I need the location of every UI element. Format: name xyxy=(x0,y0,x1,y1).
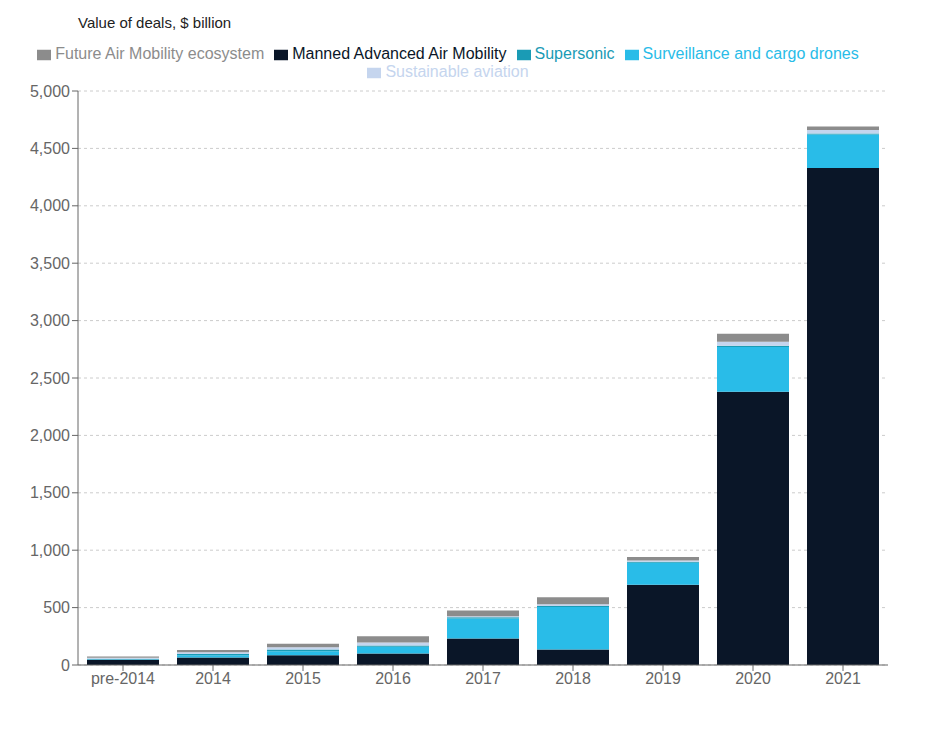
svg-text:1,500: 1,500 xyxy=(30,484,70,501)
svg-text:2018: 2018 xyxy=(555,670,591,687)
svg-text:2015: 2015 xyxy=(285,670,321,687)
svg-text:2016: 2016 xyxy=(375,670,411,687)
svg-text:2021: 2021 xyxy=(825,670,861,687)
svg-text:5,000: 5,000 xyxy=(30,83,70,100)
svg-text:3,000: 3,000 xyxy=(30,312,70,329)
svg-text:2,000: 2,000 xyxy=(30,427,70,444)
svg-text:2020: 2020 xyxy=(735,670,771,687)
html-text:Future Air Mobility ecosystem: Future Air Mobility ecosystem xyxy=(55,45,265,62)
svg-text:2017: 2017 xyxy=(465,670,501,687)
svg-text:3,500: 3,500 xyxy=(30,255,70,272)
html-text:Supersonic: Supersonic xyxy=(534,45,615,62)
svg-text:pre-2014: pre-2014 xyxy=(91,670,155,687)
svg-text:500: 500 xyxy=(43,599,70,616)
svg-text:1,000: 1,000 xyxy=(30,542,70,559)
svg-text:2014: 2014 xyxy=(195,670,231,687)
html-text:Value of deals, $ billion: Value of deals, $ billion xyxy=(78,14,232,31)
html-text:Surveillance and cargo drones: Surveillance and cargo drones xyxy=(642,45,859,62)
svg-text:4,500: 4,500 xyxy=(30,140,70,157)
svg-text:2,500: 2,500 xyxy=(30,370,70,387)
svg-text:2019: 2019 xyxy=(645,670,681,687)
svg-text:4,000: 4,000 xyxy=(30,197,70,214)
html-text:Manned Advanced Air Mobility: Manned Advanced Air Mobility xyxy=(292,45,507,62)
svg-text:0: 0 xyxy=(61,657,70,674)
html-text:Sustainable aviation: Sustainable aviation xyxy=(385,63,529,80)
